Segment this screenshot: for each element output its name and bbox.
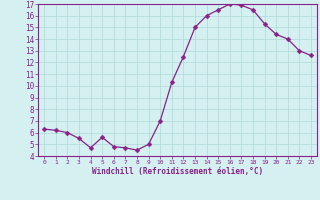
X-axis label: Windchill (Refroidissement éolien,°C): Windchill (Refroidissement éolien,°C) <box>92 167 263 176</box>
